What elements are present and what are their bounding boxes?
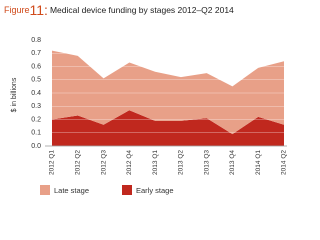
- x-tick-label: 2012 Q4: [126, 150, 133, 175]
- legend-label: Early stage: [136, 186, 174, 195]
- y-tick-label: 0.4: [31, 90, 41, 97]
- chart: Figure11: Medical device funding by stage…: [4, 2, 288, 195]
- chart-title: Figure11: Medical device funding by stage…: [4, 2, 234, 18]
- y-tick-label: 0.1: [31, 130, 41, 137]
- area: [52, 110, 284, 146]
- x-tick-label: 2012 Q1: [49, 150, 56, 175]
- y-tick-label: 0.5: [31, 77, 41, 84]
- x-tick-label: 2014 Q1: [255, 150, 262, 175]
- y-tick-label: 0.7: [31, 50, 41, 57]
- area: [52, 50, 284, 135]
- y-axis-label: $ in billions: [11, 77, 18, 112]
- x-tick-label: 2013 Q4: [229, 150, 236, 175]
- x-tick-label: 2013 Q1: [152, 150, 159, 175]
- x-tick-label: 2012 Q2: [74, 150, 81, 175]
- x-tick-label: 2013 Q3: [203, 150, 210, 175]
- y-tick-label: 0.3: [31, 103, 41, 110]
- y-tick-label: 0.8: [31, 37, 41, 44]
- legend-swatch: [122, 185, 132, 195]
- x-tick-label: 2012 Q3: [100, 150, 107, 175]
- y-tick-label: 0.0: [31, 143, 41, 150]
- y-tick-label: 0.6: [31, 63, 41, 70]
- legend-label: Late stage: [54, 186, 89, 195]
- title-text: Medical device funding by stages 2012–Q2…: [50, 5, 234, 15]
- legend-swatch: [40, 185, 50, 195]
- x-tick-label: 2014 Q2: [281, 150, 288, 175]
- figure-number: 11:: [30, 2, 48, 18]
- x-tick-label: 2013 Q2: [178, 150, 185, 175]
- y-tick-label: 0.2: [31, 116, 41, 123]
- figure-label: Figure: [4, 5, 30, 15]
